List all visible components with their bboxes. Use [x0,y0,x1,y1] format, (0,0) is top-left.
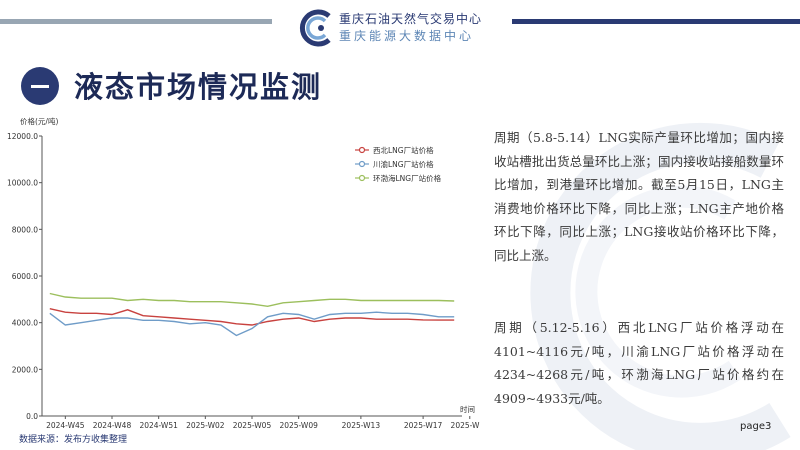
x-tick-label: 2024-W48 [93,421,132,430]
series-line [49,292,455,308]
x-tick-label: 2025-W09 [279,421,318,430]
legend-label: 川渝LNG厂站价格 [373,159,434,169]
y-tick-label: 4000.0 [12,319,38,328]
header-bar-left [0,19,272,24]
header-bar-right [512,19,800,24]
legend-label: 环渤海LNG厂站价格 [373,173,442,183]
org-subtitle: 重庆能源大数据中心 [339,29,475,43]
x-tick-label: 2024-W45 [46,421,85,430]
x-axis-label: 时间 [460,404,475,414]
section-number-icon [21,67,59,105]
summary-paragraph: 周期（5.8-5.14）LNG实际产量环比增加；国内接收站槽批出货总量环比上涨；… [494,130,784,263]
page-number: page3 [740,421,772,432]
y-tick-label: 8000.0 [12,225,38,234]
legend-swatch-marker [358,146,366,154]
y-tick-label: 0.0 [26,412,38,421]
price-range-paragraph: 周期（5.12-5.16）西北LNG厂站价格浮动在4101~4116元/吨，川渝… [494,320,784,406]
legend-swatch-marker [358,174,366,182]
y-tick-label: 6000.0 [12,272,38,281]
section-title: 液态市场情况监测 [74,70,323,104]
price-line-chart: 0.0 2000.0 4000.0 6000.0 8000.0 10000.0 12000.… [7,116,480,430]
x-tick-label: 2025-W02 [186,421,225,430]
org-name: 重庆石油天然气交易中心 [339,12,483,26]
x-tick-label: 2024-W51 [139,421,178,430]
data-source-note: 数据来源：发布方收集整理 [19,435,128,445]
y-axis-label: 价格(元/吨) [20,116,58,126]
y-tick-label: 12000.0 [7,132,38,141]
logo-icon [299,9,331,47]
series-line [49,308,455,326]
legend-label: 西北LNG厂站价格 [373,145,434,155]
x-tick-label: 2025-W05 [233,421,272,430]
series-line [49,311,455,337]
legend-swatch-marker [358,160,366,168]
x-tick-label: 2025-W13 [342,421,381,430]
x-tick-label: 2025-W17 [404,421,443,430]
y-tick-label: 2000.0 [12,365,38,374]
y-tick-label: 10000.0 [7,179,38,188]
background-swirl-decoration [530,122,791,450]
x-tick-label: 2025-W20 [451,421,480,430]
